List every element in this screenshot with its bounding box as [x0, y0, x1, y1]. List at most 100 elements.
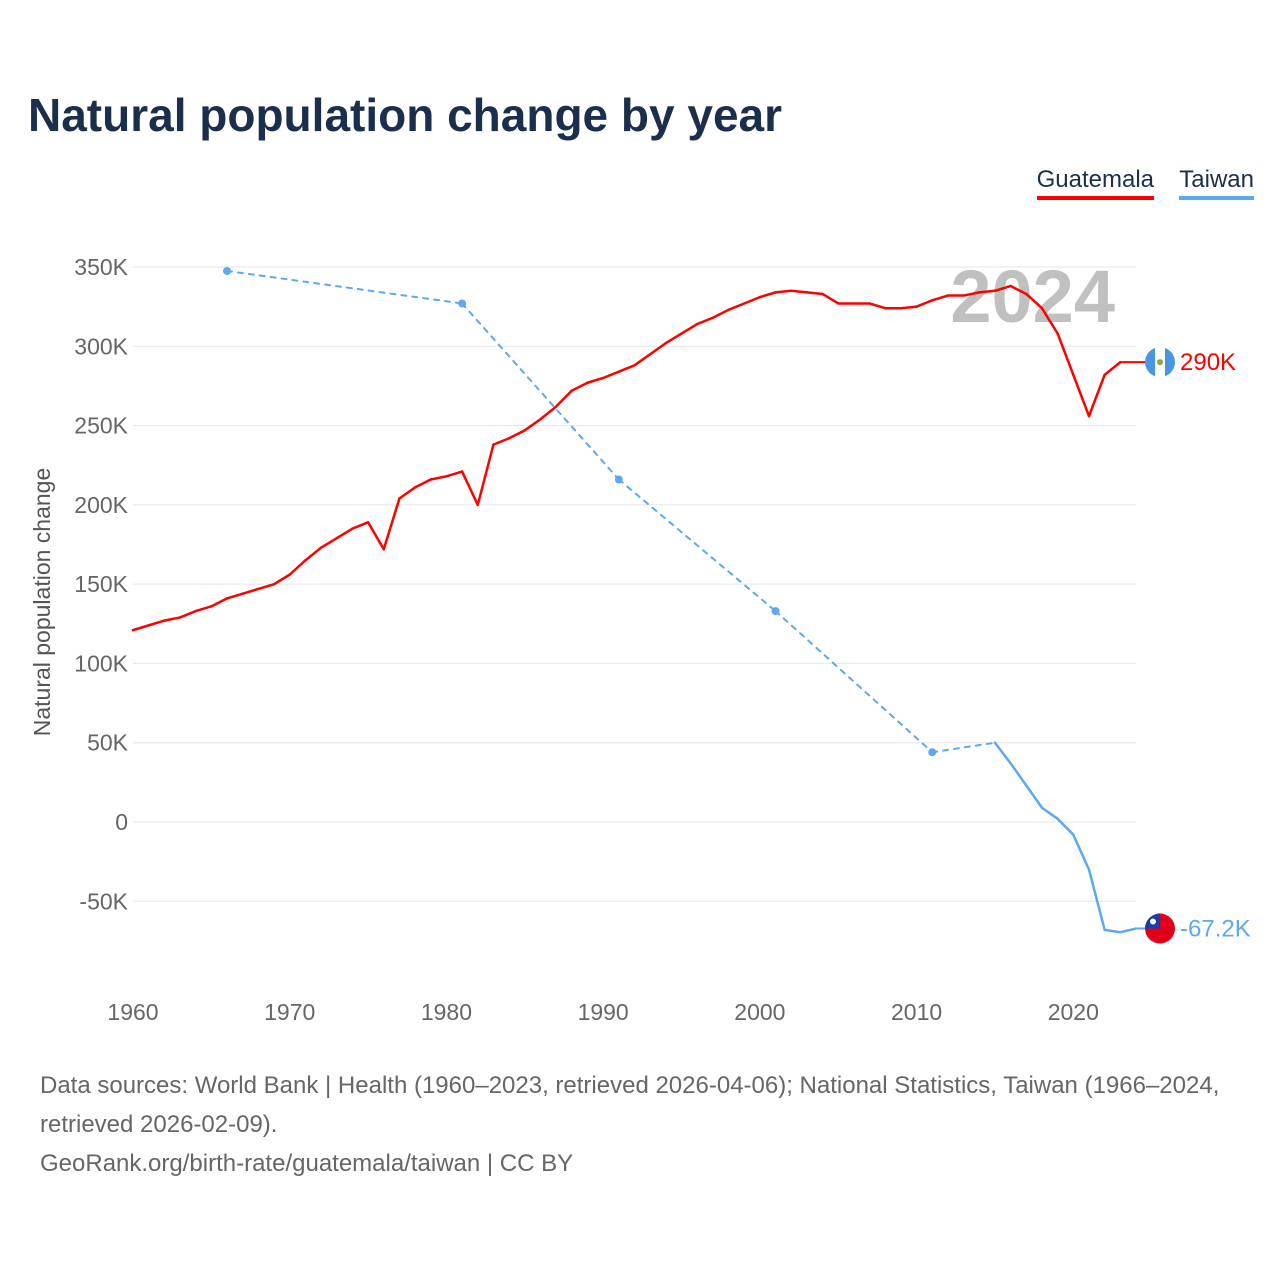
year-watermark: 2024	[950, 255, 1115, 338]
taiwan-data-point	[458, 299, 467, 308]
y-tick-label: 150K	[74, 571, 128, 597]
guatemala-line-segment	[476, 443, 495, 507]
taiwan-line-segment	[1119, 927, 1138, 934]
y-tick-label: 50K	[87, 730, 129, 756]
guatemala-line-segment	[962, 291, 981, 297]
guatemala-line-segment	[382, 497, 401, 551]
guatemala-line-segment	[319, 536, 338, 549]
guatemala-line-segment	[147, 619, 166, 627]
guatemala-line-segment	[398, 486, 417, 500]
guatemala-line-segment	[821, 292, 840, 305]
guatemala-line-segment	[194, 605, 213, 613]
x-tick-label: 2020	[1048, 999, 1099, 1025]
y-axis-label: Natural population change	[29, 468, 55, 737]
source-link[interactable]: GeoRank.org/birth-rate/guatemala/taiwan …	[40, 1150, 574, 1177]
guatemala-end-label: 290K	[1180, 349, 1236, 376]
guatemala-line-segment	[335, 527, 354, 540]
x-tick-label: 1990	[578, 999, 629, 1025]
guatemala-line-segment	[617, 364, 636, 373]
guatemala-line-segment	[1072, 373, 1091, 418]
guatemala-flag-icon	[1145, 347, 1175, 378]
taiwan-flag-icon	[1145, 913, 1175, 944]
guatemala-line-segment	[664, 332, 683, 345]
guatemala-line-segment	[507, 429, 527, 440]
guatemala-line-segment	[272, 573, 291, 586]
line-chart: -50K 0 50K 100K 150K 200K 250K 300K 350K 1960 1970…	[29, 254, 1251, 1025]
guatemala-line-segment	[915, 299, 934, 308]
guatemala-line-segment	[993, 284, 1012, 293]
guatemala-line-segment	[460, 470, 480, 507]
guatemala-line-segment	[225, 592, 244, 600]
y-tick-label: -50K	[79, 888, 128, 914]
taiwan-end-label: -67.2K	[1180, 916, 1251, 943]
guatemala-line-segment	[570, 381, 589, 392]
guatemala-line-segment	[601, 370, 621, 380]
guatemala-line-segment	[445, 470, 464, 478]
guatemala-line-segment	[429, 475, 448, 481]
guatemala-line-segment	[1009, 284, 1028, 296]
guatemala-line-segment	[1103, 360, 1122, 377]
y-tick-label: 250K	[74, 413, 128, 439]
guatemala-line-segment	[241, 587, 260, 595]
guatemala-line-segment	[366, 521, 385, 551]
guatemala-line-segment	[492, 437, 511, 446]
guatemala-line-segment	[695, 316, 715, 326]
guatemala-line-segment	[758, 291, 777, 299]
guatemala-line-segment	[257, 582, 276, 591]
guatemala-line-segment	[1025, 292, 1044, 310]
taiwan-line-segment	[993, 741, 1012, 765]
guatemala-line-segment	[539, 405, 558, 421]
taiwan-data-point	[928, 748, 937, 757]
guatemala-line-segment	[931, 294, 950, 302]
y-tick-label: 200K	[74, 492, 128, 518]
taiwan-line-segment	[931, 741, 996, 754]
x-tick-label: 2010	[891, 999, 942, 1025]
taiwan-line-segment	[1040, 806, 1059, 821]
x-tick-label: 2000	[734, 999, 785, 1025]
guatemala-line-segment	[899, 305, 918, 310]
legend-guatemala[interactable]: Guatemala	[1036, 166, 1154, 200]
guatemala-line-segment	[163, 616, 182, 622]
legend-taiwan[interactable]: Taiwan	[1179, 166, 1254, 200]
taiwan-data-point	[223, 266, 232, 275]
guatemala-line-segment	[633, 352, 652, 367]
x-tick-label: 1980	[421, 999, 472, 1025]
taiwan-line-segment	[774, 610, 934, 754]
guatemala-line-segment	[711, 308, 730, 319]
guatemala-line-segment	[789, 289, 809, 294]
flag-emblem	[1157, 359, 1163, 366]
guatemala-line-segment	[210, 597, 229, 608]
guatemala-line-segment	[131, 624, 150, 632]
guatemala-line-segment	[413, 478, 433, 489]
guatemala-line-segment	[868, 302, 887, 310]
guatemala-line-segment	[288, 559, 307, 576]
taiwan-line-segment	[1056, 817, 1075, 836]
chart-title: Natural population change by year	[28, 89, 783, 141]
guatemala-line-segment	[554, 389, 574, 408]
y-tick-label: 300K	[74, 333, 128, 359]
taiwan-line-segment	[461, 302, 620, 481]
x-tick-label: 1960	[107, 999, 158, 1025]
guatemala-line-segment	[1040, 306, 1059, 335]
guatemala-line-segment	[774, 289, 793, 294]
taiwan-data-point	[771, 607, 780, 616]
guatemala-line-segment	[523, 417, 542, 432]
y-tick-label: 0	[115, 809, 128, 835]
data-sources: Data sources: World Bank | Health (1960–…	[40, 1072, 1220, 1138]
taiwan-line-segment	[1009, 762, 1028, 787]
guatemala-line-segment	[586, 376, 605, 385]
y-tick-label: 350K	[74, 254, 128, 280]
guatemala-line-segment	[742, 295, 762, 305]
guatemala-line-segment	[178, 609, 197, 619]
guatemala-line-segment	[351, 521, 370, 530]
y-tick-label: 100K	[74, 650, 128, 676]
guatemala-line-segment	[680, 322, 699, 335]
guatemala-line-segment	[1056, 332, 1075, 377]
x-tick-label: 1970	[264, 999, 315, 1025]
guatemala-line-segment	[727, 302, 746, 312]
taiwan-line-segment	[226, 269, 464, 305]
flag-sun	[1150, 918, 1156, 925]
footer: Data sources: World Bank | Health (1960–…	[40, 1066, 1260, 1183]
guatemala-line-segment	[978, 289, 997, 294]
